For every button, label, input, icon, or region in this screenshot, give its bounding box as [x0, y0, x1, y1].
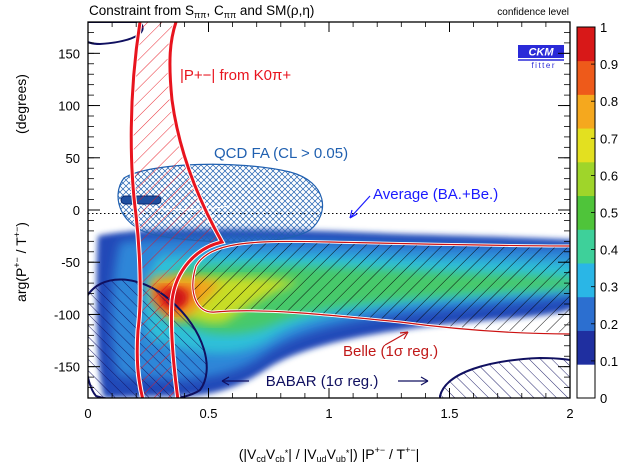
colorbar-segment: [577, 263, 595, 298]
colorbar-tick-label: 0: [600, 391, 607, 406]
title-main: Constraint from S: [89, 3, 194, 18]
y-tick-label: -150: [54, 360, 80, 375]
belle-region: [191, 239, 570, 336]
colorbar: 0 0.1 0.2 0.3 0.4 0.5 0.6 0.7 0.8 0.9 1: [576, 20, 618, 406]
x-tick-label: 1.5: [440, 406, 458, 421]
confidence-level-label: confidence level: [497, 7, 569, 18]
y-axis-unit: (degrees): [13, 74, 29, 134]
y-tick-label: 100: [58, 99, 80, 114]
title-sub2: ππ: [224, 10, 236, 20]
colorbar-tick-label: 0.3: [600, 280, 618, 295]
colorbar-segment: [577, 94, 595, 129]
average-arrow: [349, 195, 371, 219]
colorbar-segment: [577, 128, 595, 163]
title-tail: and SM(ρ,η): [236, 3, 314, 18]
colorbar-tick-label: 0.9: [600, 57, 618, 72]
y-axis: -150 -100 -50 0 50 100 150: [54, 21, 570, 399]
colorbar-tick-label: 0.1: [600, 354, 618, 369]
annotation-average: Average (BA.+Be.): [373, 186, 498, 203]
logo-line2: fitter: [531, 61, 556, 70]
y-axis-label: arg(P+− / T+−): [12, 222, 29, 302]
colorbar-segment: [577, 195, 595, 230]
colorbar-segment: [577, 229, 595, 264]
x-tick-label: 0.5: [199, 406, 217, 421]
annotation-belle: Belle (1σ reg.): [343, 343, 438, 360]
x-axis-label: (|VcdVcb*| / |VudVub*|) |P+− / T+−|: [239, 445, 420, 464]
y-tick-label: 150: [58, 46, 80, 61]
colorbar-tick-label: 0.2: [600, 317, 618, 332]
x-tick-label: 0: [84, 406, 91, 421]
colorbar-tick-label: 0.5: [600, 206, 618, 221]
x-axis: 0 0.5 1 1.5 2: [84, 22, 574, 421]
y-tick-label: 50: [66, 151, 80, 166]
colorbar-tick-label: 0.4: [600, 243, 618, 258]
logo-line1: CKM: [528, 47, 554, 59]
belle-arrow: [384, 331, 409, 346]
ckmfitter-logo: CKM fitter: [518, 45, 564, 70]
colorbar-segment: [577, 296, 595, 331]
colorbar-tick-label: 0.6: [600, 168, 618, 183]
colorbar-tick-label: 1: [600, 20, 607, 35]
colorbar-segment: [577, 27, 595, 62]
x-tick-label: 2: [566, 406, 573, 421]
colorbar-segment: [577, 161, 595, 197]
plot-area: CKM fitter |P+−| from K0π+ QCD FA (CL > …: [88, 22, 570, 398]
colorbar-segment: [577, 364, 595, 399]
red-constraint-band: [128, 22, 226, 398]
title-sub1: ππ: [194, 10, 206, 20]
x-tick-label: 1: [325, 406, 332, 421]
babar-arrows: [221, 376, 429, 386]
y-tick-label: -50: [61, 255, 80, 270]
y-tick-label: -100: [54, 307, 80, 322]
colorbar-tick-label: 0.7: [600, 131, 618, 146]
chart-title: Constraint from Sππ, Cππ and SM(ρ,η): [89, 3, 314, 20]
annotation-red-band: |P+−| from K0π+: [180, 67, 291, 84]
title-mid: , C: [206, 3, 224, 18]
colorbar-segment: [577, 60, 595, 95]
annotation-qcd: QCD FA (CL > 0.05): [214, 145, 348, 162]
y-tick-label: 0: [73, 203, 80, 218]
colorbar-tick-label: 0.8: [600, 94, 618, 109]
annotation-babar: BABAR (1σ reg.): [266, 373, 379, 390]
colorbar-segment: [577, 330, 595, 365]
